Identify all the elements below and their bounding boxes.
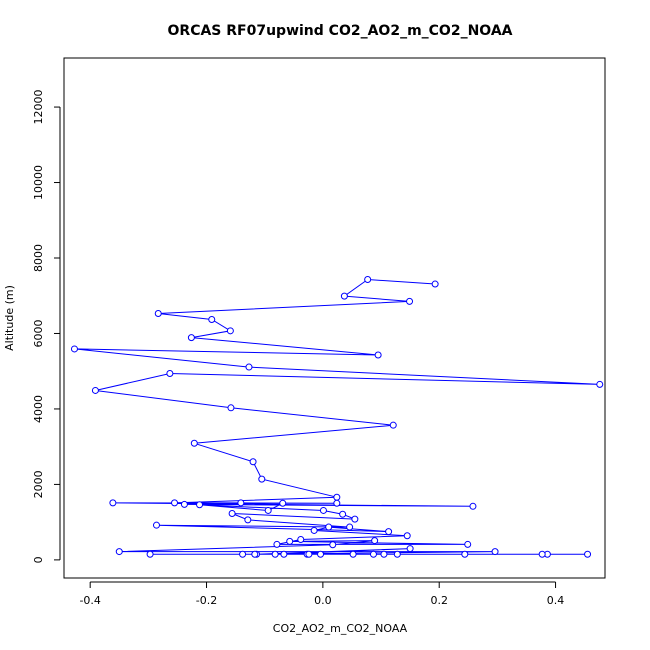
data-point: [279, 499, 287, 507]
data-point: [406, 545, 414, 553]
data-point: [464, 540, 472, 548]
data-point: [271, 550, 279, 558]
data-point: [325, 523, 333, 531]
y-tick-label: 4000: [32, 395, 45, 423]
data-point: [226, 327, 234, 335]
data-point: [228, 509, 236, 517]
data-point: [393, 550, 401, 558]
data-point: [180, 500, 188, 508]
y-axis-label: Altitude (m): [3, 285, 16, 351]
data-point: [461, 550, 469, 558]
x-tick-label: -0.2: [196, 594, 217, 607]
data-point: [264, 506, 272, 514]
data-point: [251, 550, 259, 558]
data-point: [369, 550, 377, 558]
data-point: [237, 499, 245, 507]
chart-title: ORCAS RF07upwind CO2_AO2_m_CO2_NOAA: [168, 23, 513, 39]
data-point: [273, 540, 281, 548]
data-point: [389, 421, 397, 429]
data-point: [380, 550, 388, 558]
data-point: [340, 292, 348, 300]
data-point: [364, 276, 372, 284]
y-tick-label: 0: [32, 556, 45, 563]
data-point: [166, 369, 174, 377]
data-point: [187, 334, 195, 342]
data-point: [152, 521, 160, 529]
data-point: [349, 550, 357, 558]
data-point: [374, 351, 382, 359]
data-point: [333, 499, 341, 507]
data-point: [319, 506, 327, 514]
data-point: [245, 363, 253, 371]
y-tick-label: 12000: [32, 90, 45, 125]
data-point: [146, 550, 154, 558]
data-point: [406, 297, 414, 305]
x-axis: -0.4 -0.2 0.0 0.2 0.4: [79, 581, 565, 607]
series-line: [74, 278, 600, 555]
data-point: [297, 536, 305, 544]
data-point: [317, 550, 325, 558]
data-point: [115, 548, 123, 556]
data-point: [280, 550, 288, 558]
data-point: [329, 541, 337, 549]
data-point: [91, 386, 99, 394]
y-tick-label: 6000: [32, 319, 45, 347]
data-point: [431, 280, 439, 288]
data-point: [403, 532, 411, 540]
x-tick-label: 0.0: [314, 594, 332, 607]
data-point: [371, 537, 379, 545]
x-tick-label: -0.4: [79, 594, 100, 607]
y-tick-label: 8000: [32, 244, 45, 272]
series-layer: [70, 276, 604, 558]
data-point: [385, 528, 393, 536]
data-point: [286, 537, 294, 545]
data-point: [333, 493, 341, 501]
y-axis: 0 2000 4000 6000 8000 10000 12000: [32, 90, 61, 563]
data-point: [196, 501, 204, 509]
data-point: [596, 380, 604, 388]
x-tick-label: 0.4: [547, 594, 565, 607]
y-tick-label: 2000: [32, 470, 45, 498]
data-point: [538, 550, 546, 558]
data-point: [154, 309, 162, 317]
plot-area-frame: [63, 57, 606, 579]
x-tick-label: 0.2: [430, 594, 448, 607]
data-point: [258, 475, 266, 483]
data-point: [171, 499, 179, 507]
data-point: [305, 550, 313, 558]
data-point: [346, 523, 354, 531]
y-tick-label: 10000: [32, 165, 45, 200]
data-point: [227, 404, 235, 412]
data-point: [109, 499, 117, 507]
x-axis-label: CO2_AO2_m_CO2_NOAA: [273, 622, 408, 635]
data-point: [310, 526, 318, 534]
data-point: [469, 502, 477, 510]
data-point: [190, 439, 198, 447]
data-point: [491, 548, 499, 556]
data-point: [208, 316, 216, 324]
data-point: [584, 550, 592, 558]
data-point: [239, 550, 247, 558]
data-point: [351, 515, 359, 523]
data-point: [339, 510, 347, 518]
data-point: [70, 345, 78, 353]
data-point: [244, 516, 252, 524]
data-point: [249, 458, 257, 466]
